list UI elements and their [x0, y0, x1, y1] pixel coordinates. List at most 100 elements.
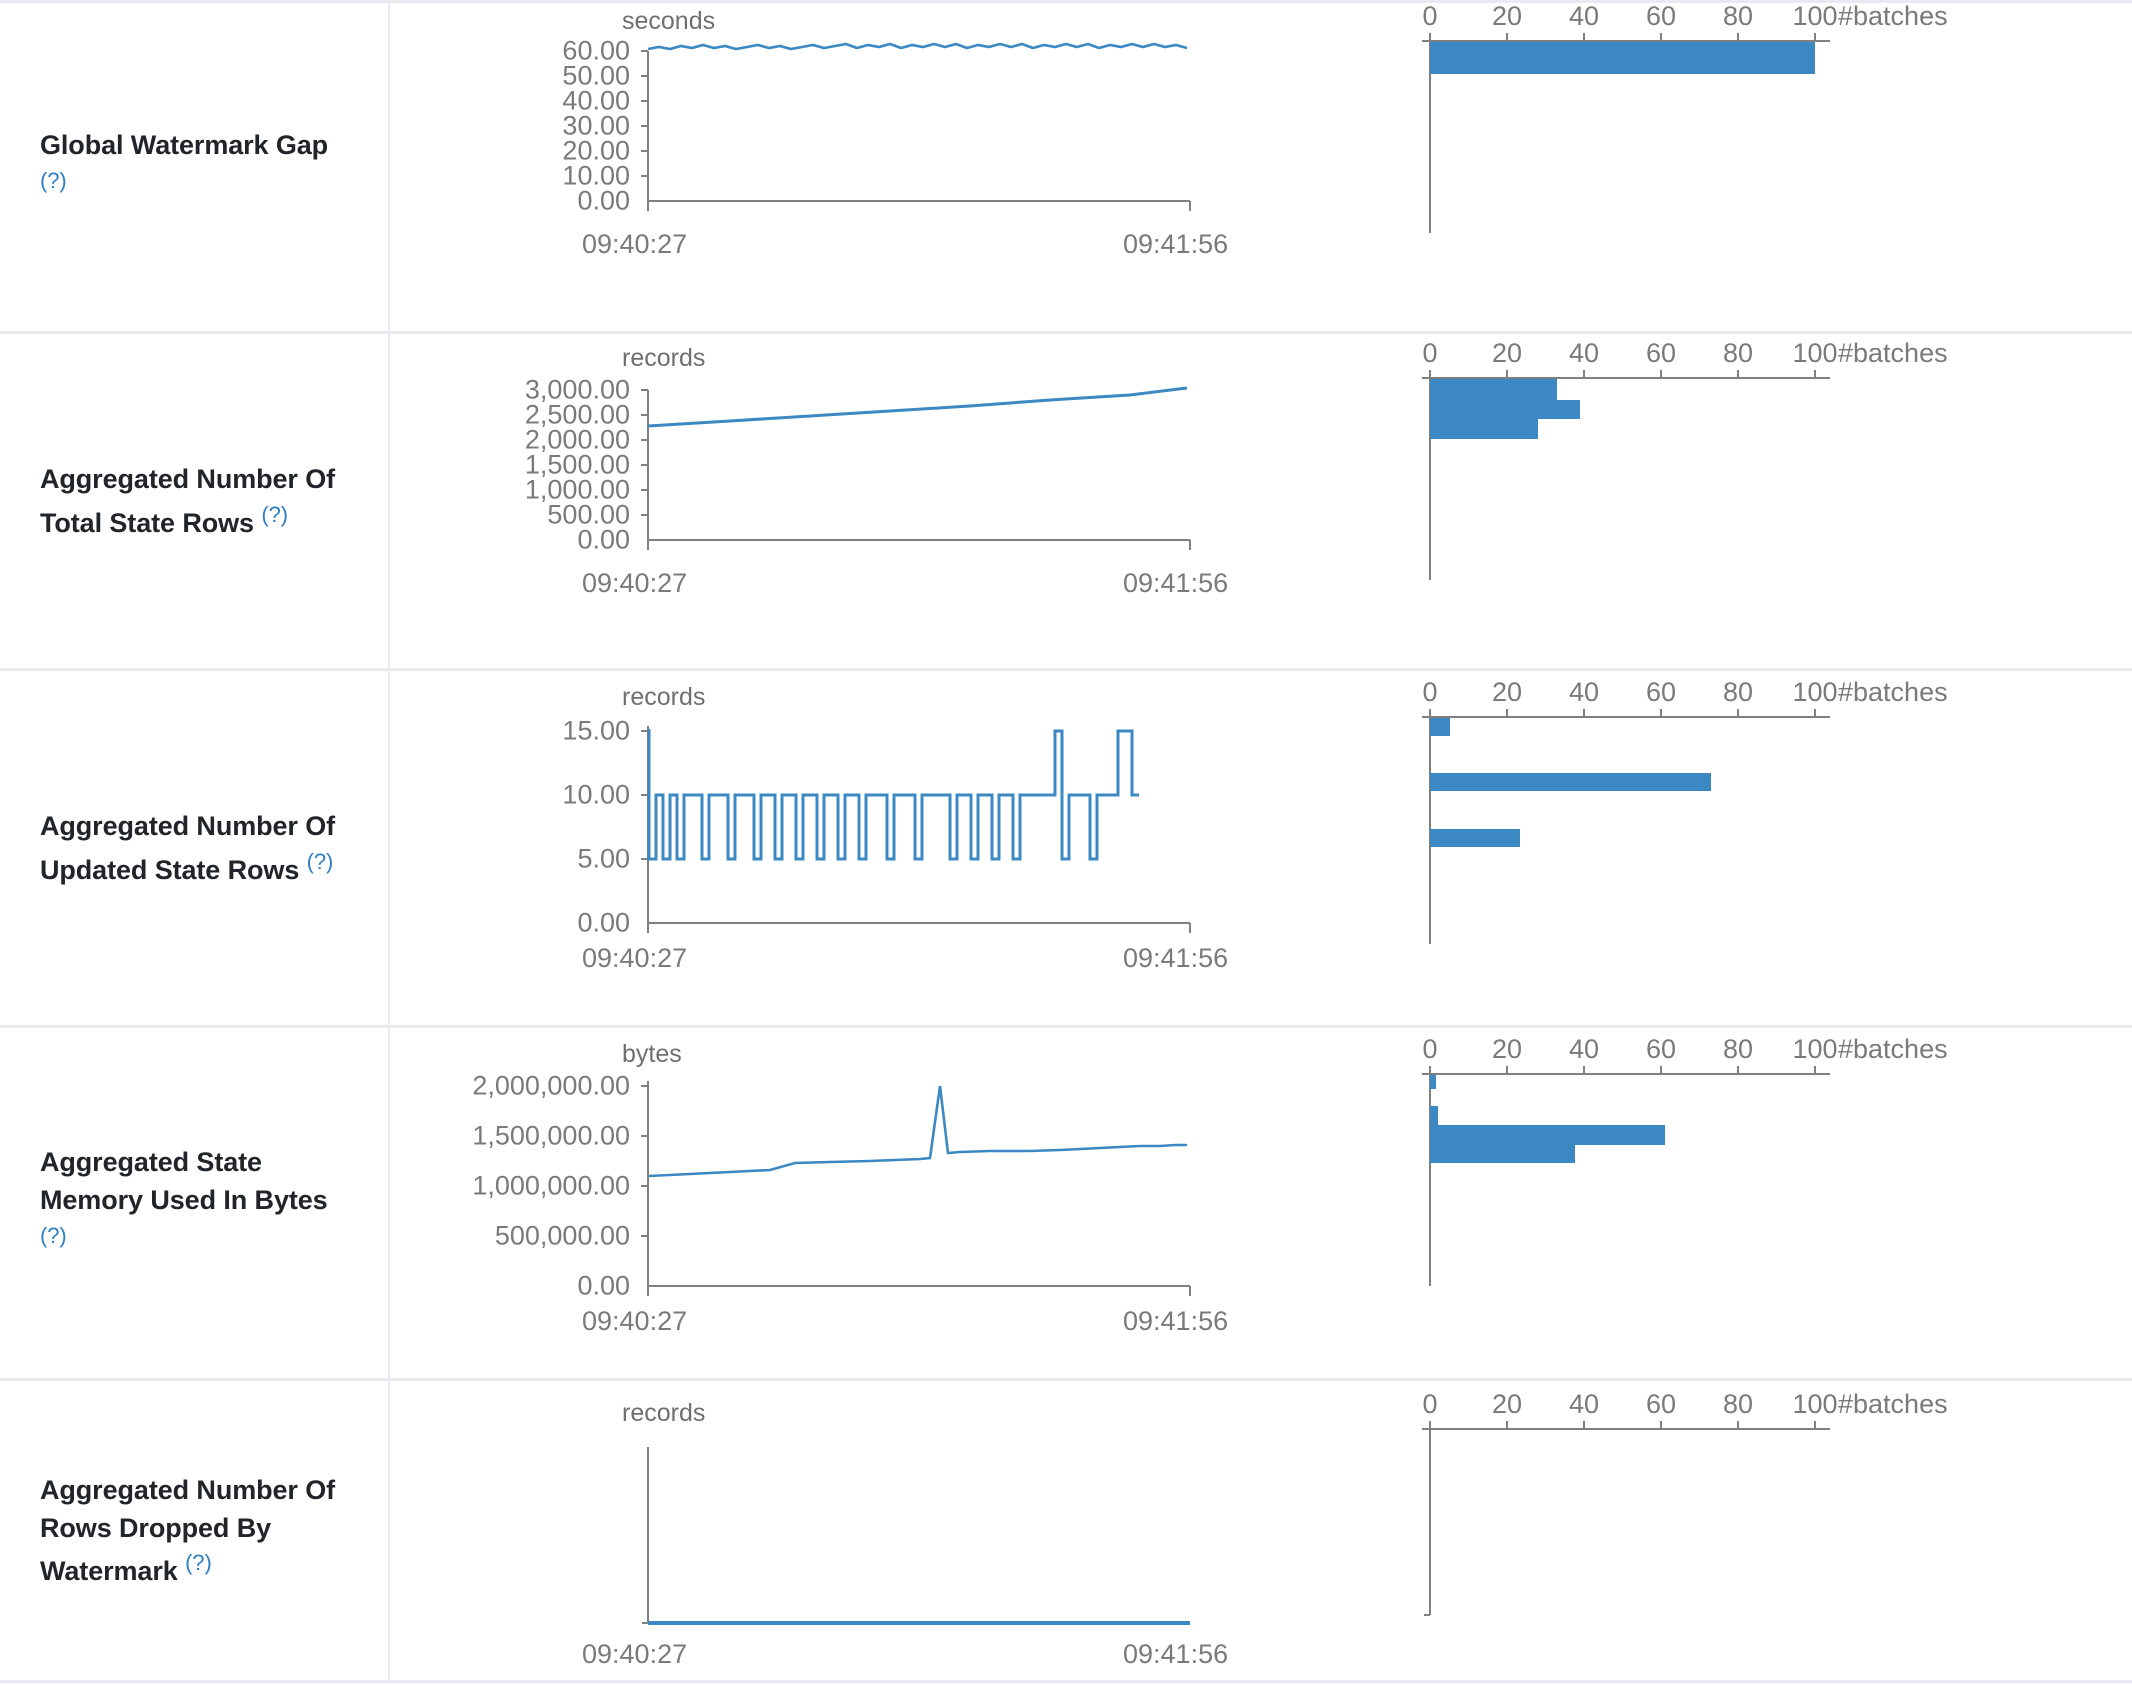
hist-tick-label: 80 — [1722, 1389, 1754, 1419]
metric-name-cell: Global Watermark Gap (?) — [0, 3, 390, 331]
timeline-chart[interactable]: records 15.00 10.00 5.00 0.00 09:40:27 0… — [390, 671, 1420, 1011]
y-tick-label: 1,000.00 — [524, 474, 630, 505]
metric-charts-cell: records 15.00 10.00 5.00 0.00 09:40:27 0… — [390, 671, 2132, 1025]
hist-tick-label: 80 — [1722, 677, 1754, 707]
x-end-label: 09:41:56 — [1123, 943, 1229, 973]
help-icon[interactable]: (?) — [261, 501, 288, 527]
help-icon[interactable]: (?) — [306, 848, 334, 874]
hist-tick-label: 40 — [1568, 338, 1600, 368]
hist-tick-label: 60 — [1645, 677, 1677, 707]
hist-tick-label: 60 — [1645, 1, 1677, 31]
y-tick-label: 5.00 — [577, 843, 630, 874]
hist-tick-label: 40 — [1568, 1034, 1600, 1064]
hist-tick-label: 20 — [1491, 1389, 1523, 1419]
hist-tick-label: 40 — [1568, 1389, 1600, 1419]
metric-name-cell: Aggregated State Memory Used In Bytes (?… — [0, 1028, 390, 1378]
help-icon[interactable]: (?) — [40, 167, 67, 193]
metric-row-rows-dropped-by-watermark: Aggregated Number Of Rows Dropped By Wat… — [0, 1381, 2132, 1683]
timeline-chart[interactable]: records 09:40:27 09:41:56 — [390, 1381, 1420, 1671]
x-start-label: 09:40:27 — [582, 1639, 688, 1669]
hist-tick-label: 40 — [1568, 677, 1600, 707]
x-end-label: 09:41:56 — [1123, 1306, 1229, 1336]
y-tick-label: 2,000.00 — [524, 424, 630, 455]
y-tick-label: 500,000.00 — [494, 1220, 630, 1251]
hist-tick-label: 0 — [1422, 338, 1438, 368]
hist-unit-label: #batches — [1838, 1, 1948, 31]
metric-charts-cell: seconds 60.00 50.00 40.00 30.00 20.00 10… — [390, 1, 2132, 331]
hist-tick-label: 60 — [1645, 1389, 1677, 1419]
hist-tick-label: 100 — [1792, 1389, 1838, 1419]
hist-tick-label: 80 — [1722, 1, 1754, 31]
y-tick-label: 1,500.00 — [524, 449, 630, 480]
metric-charts-cell: bytes 2,000,000.00 1,500,000.00 1,000,00… — [390, 1028, 2132, 1378]
metric-row-global-watermark-gap: Global Watermark Gap (?) seconds 60.00 5… — [0, 1, 2132, 334]
y-tick-label: 0.00 — [577, 1270, 630, 1301]
metric-title: Aggregated Number Of Total State Rows (?… — [40, 460, 354, 542]
timeline-unit-label: records — [622, 1399, 706, 1427]
timeline-unit-label: records — [622, 683, 706, 711]
hist-unit-label: #batches — [1838, 1034, 1948, 1064]
hist-tick-label: 100 — [1792, 677, 1838, 707]
hist-tick-label: 40 — [1568, 1, 1600, 31]
metric-title: Global Watermark Gap (?) — [40, 126, 354, 208]
hist-tick-label: 20 — [1491, 338, 1523, 368]
hist-tick-label: 60 — [1645, 1034, 1677, 1064]
hist-tick-label: 0 — [1422, 1034, 1438, 1064]
metric-title-text: Aggregated Number Of Total State Rows — [40, 464, 336, 538]
histogram-chart[interactable]: 0 20 40 60 80 100 #batches — [1420, 334, 2080, 654]
y-tick-label: 3,000.00 — [524, 374, 630, 405]
metric-name-cell: Aggregated Number Of Total State Rows (?… — [0, 334, 390, 668]
hist-tick-label: 80 — [1722, 1034, 1754, 1064]
metric-charts-cell: records 09:40:27 09:41:56 0 20 40 60 80 … — [390, 1381, 2132, 1680]
hist-tick-label: 20 — [1491, 1, 1523, 31]
histogram-chart[interactable]: 0 20 40 60 80 100 #batches — [1420, 671, 2080, 1011]
x-start-label: 09:40:27 — [582, 229, 688, 259]
timeline-chart[interactable]: bytes 2,000,000.00 1,500,000.00 1,000,00… — [390, 1028, 1420, 1368]
hist-tick-label: 20 — [1491, 677, 1523, 707]
y-tick-label: 60.00 — [562, 35, 630, 66]
hist-tick-label: 0 — [1422, 1389, 1438, 1419]
hist-tick-label: 80 — [1722, 338, 1754, 368]
metric-name-cell: Aggregated Number Of Rows Dropped By Wat… — [0, 1381, 390, 1680]
y-tick-label: 50.00 — [562, 60, 630, 91]
y-tick-label: 500.00 — [547, 499, 630, 530]
x-start-label: 09:40:27 — [582, 1306, 688, 1336]
histogram-chart[interactable]: 0 20 40 60 80 100 #batches — [1420, 1028, 2080, 1368]
y-tick-label: 0.00 — [577, 524, 630, 555]
y-tick-label: 1,500,000.00 — [472, 1120, 630, 1151]
y-tick-label: 15.00 — [562, 715, 630, 746]
metric-row-state-memory-bytes: Aggregated State Memory Used In Bytes (?… — [0, 1028, 2132, 1381]
metric-title-text: Aggregated State Memory Used In Bytes — [40, 1147, 328, 1216]
help-icon[interactable]: (?) — [40, 1222, 67, 1248]
histogram-chart[interactable]: 0 20 40 60 80 100 #batches — [1420, 1381, 2080, 1671]
hist-tick-label: 100 — [1792, 1, 1838, 31]
y-tick-label: 2,500.00 — [524, 399, 630, 430]
x-end-label: 09:41:56 — [1123, 229, 1229, 259]
hist-unit-label: #batches — [1838, 677, 1948, 707]
metric-title-text: Global Watermark Gap — [40, 130, 329, 161]
timeline-chart[interactable]: seconds 60.00 50.00 40.00 30.00 20.00 10… — [390, 3, 1420, 303]
metric-title-text: Aggregated Number Of Rows Dropped By Wat… — [40, 1474, 336, 1587]
histogram-chart[interactable]: 0 20 40 60 80 100 #batches — [1420, 1, 2080, 303]
hist-tick-label: 20 — [1491, 1034, 1523, 1064]
hist-tick-label: 0 — [1422, 1, 1438, 31]
y-tick-label: 30.00 — [562, 110, 630, 141]
metric-row-updated-state-rows: Aggregated Number Of Updated State Rows … — [0, 671, 2132, 1028]
y-tick-label: 0.00 — [577, 907, 630, 938]
y-tick-label: 40.00 — [562, 85, 630, 116]
metric-title: Aggregated Number Of Rows Dropped By Wat… — [40, 1471, 354, 1591]
hist-tick-label: 0 — [1422, 677, 1438, 707]
y-tick-label: 10.00 — [562, 160, 630, 191]
timeline-unit-label: records — [622, 344, 706, 372]
hist-tick-label: 100 — [1792, 338, 1838, 368]
timeline-chart[interactable]: records 3,000.00 2,500.00 2,000.00 1,500… — [390, 334, 1420, 654]
metric-name-cell: Aggregated Number Of Updated State Rows … — [0, 671, 390, 1025]
timeline-unit-label: bytes — [622, 1040, 682, 1068]
timeline-unit-label: seconds — [622, 7, 716, 35]
metric-row-total-state-rows: Aggregated Number Of Total State Rows (?… — [0, 334, 2132, 671]
x-start-label: 09:40:27 — [582, 568, 688, 598]
metric-charts-cell: records 3,000.00 2,500.00 2,000.00 1,500… — [390, 334, 2132, 668]
y-tick-label: 20.00 — [562, 135, 630, 166]
help-icon[interactable]: (?) — [185, 1550, 212, 1576]
